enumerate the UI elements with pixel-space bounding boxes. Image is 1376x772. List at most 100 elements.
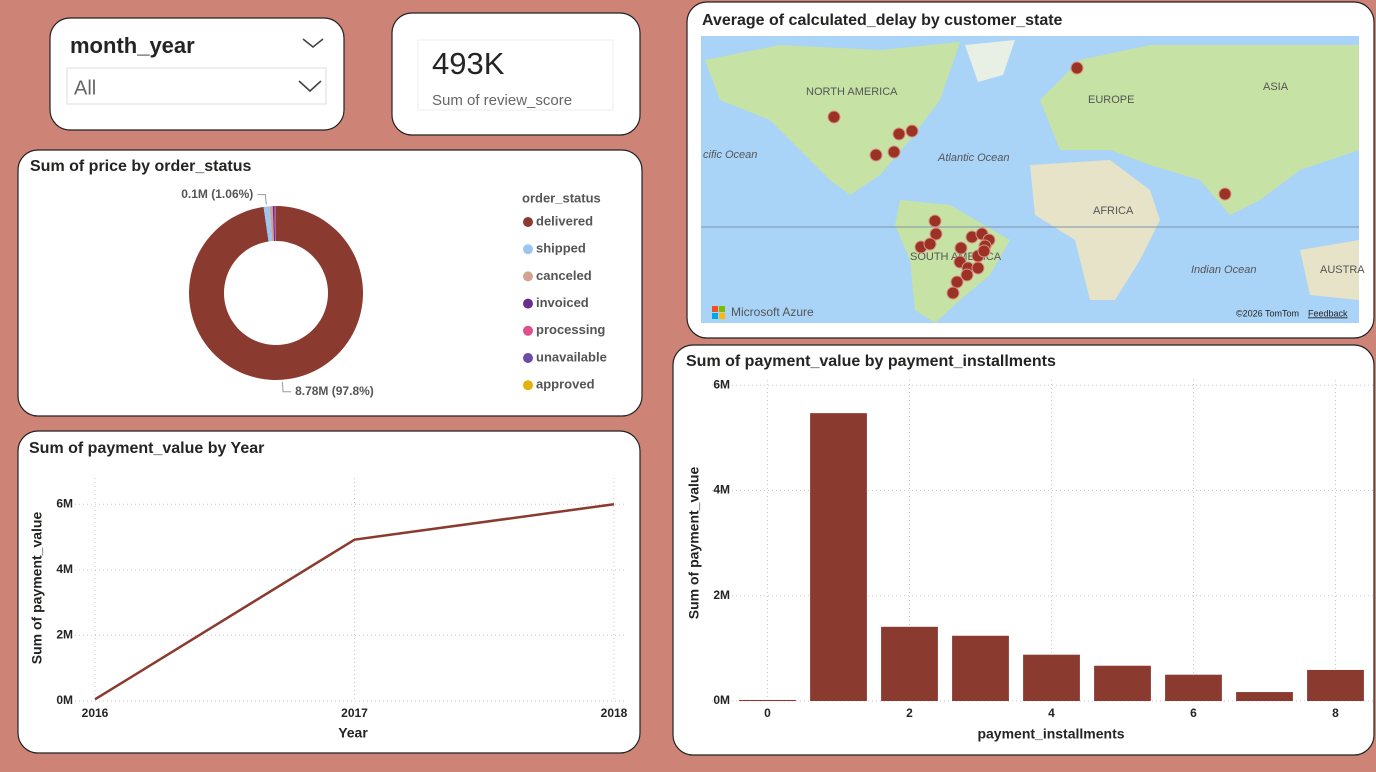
legend-marker: [523, 298, 533, 309]
map-point[interactable]: [960, 268, 974, 282]
bar[interactable]: [739, 699, 796, 701]
line-series: [94, 502, 615, 701]
x-axis-title: payment_installments: [977, 726, 1124, 742]
x-tick-label: 8: [1332, 706, 1339, 720]
x-tick-label: 2018: [601, 706, 628, 720]
bar[interactable]: [1023, 654, 1080, 701]
collapse-icon[interactable]: [302, 38, 324, 49]
map-point[interactable]: [905, 124, 919, 138]
donut-slice: [189, 206, 364, 380]
donut-slice: [263, 206, 273, 242]
map-point[interactable]: [827, 110, 841, 124]
map-point[interactable]: [1218, 187, 1232, 201]
map-point[interactable]: [887, 145, 901, 159]
x-tick-label: 0: [764, 706, 771, 720]
slicer-title: month_year: [70, 33, 195, 58]
kpi-box: [417, 39, 614, 111]
continent: [1030, 160, 1160, 300]
bar[interactable]: [810, 413, 867, 701]
data-label: 0.1M (1.06%): [181, 187, 253, 201]
y-tick-label: 4M: [713, 483, 730, 497]
continent: [1040, 45, 1359, 215]
map-label: AFRICA: [1093, 205, 1134, 217]
bar[interactable]: [1236, 692, 1293, 701]
chart-title: Sum of payment_value by payment_installm…: [686, 353, 1056, 370]
legend-label[interactable]: approved: [536, 377, 595, 392]
map-label: EUROPE: [1088, 94, 1134, 106]
map-point[interactable]: [923, 237, 937, 251]
bar[interactable]: [1094, 665, 1151, 701]
slicer-dropdown[interactable]: [66, 67, 327, 105]
kpi-value: 493K: [432, 46, 505, 81]
leader-line: [257, 194, 267, 205]
bar[interactable]: [952, 635, 1009, 701]
logo: [712, 313, 718, 319]
legend-marker: [523, 217, 533, 227]
bar[interactable]: [1165, 674, 1222, 701]
y-axis-title: Sum of payment_value: [686, 467, 702, 620]
continent: [1300, 240, 1359, 300]
legend-marker: [523, 380, 533, 391]
data-label: 8.78M (97.8%): [295, 384, 374, 398]
legend-marker: [523, 325, 533, 336]
y-tick-label: 2M: [56, 628, 73, 642]
x-tick-label: 6: [1190, 706, 1197, 720]
donut-slice: [275, 206, 276, 242]
y-tick-label: 2M: [713, 588, 730, 602]
legend-label[interactable]: shipped: [536, 241, 586, 256]
leader-line: [281, 381, 292, 393]
map-label: cific Ocean: [703, 149, 757, 161]
line-card: [17, 430, 641, 754]
map-point[interactable]: [946, 286, 960, 300]
logo: [719, 306, 725, 312]
map-point[interactable]: [892, 127, 906, 141]
bar[interactable]: [881, 626, 938, 701]
map-point[interactable]: [929, 227, 943, 241]
map-point[interactable]: [977, 244, 991, 258]
donut-slice: [269, 206, 275, 242]
x-tick-label: 2: [906, 706, 913, 720]
donut-slice: [274, 206, 276, 242]
map-point[interactable]: [928, 214, 942, 228]
feedback-link[interactable]: Feedback: [1308, 308, 1348, 318]
dropdown-icon[interactable]: [298, 80, 322, 93]
donut-slice: [272, 206, 276, 242]
y-tick-label: 6M: [713, 377, 730, 391]
legend-label[interactable]: canceled: [536, 268, 592, 283]
kpi-label: Sum of review_score: [432, 92, 572, 109]
legend-label[interactable]: unavailable: [536, 349, 607, 364]
chart-title: Sum of payment_value by Year: [29, 440, 264, 457]
legend-marker: [523, 271, 533, 282]
map-point[interactable]: [954, 241, 968, 255]
legend-label[interactable]: delivered: [536, 213, 593, 228]
y-tick-label: 0M: [56, 693, 73, 707]
brand: Microsoft Azure: [731, 305, 814, 319]
y-tick-label: 0M: [713, 693, 730, 707]
attribution: ©2026 TomTom: [1236, 308, 1299, 318]
map-label: Indian Ocean: [1191, 264, 1256, 276]
map-point[interactable]: [950, 275, 964, 289]
map[interactable]: NORTH AMERICA EUROPE ASIA cific Ocean At…: [701, 36, 1365, 323]
legend-label[interactable]: processing: [536, 322, 605, 337]
continent: [965, 40, 1015, 82]
chart-title: Sum of price by order_status: [30, 158, 251, 175]
map-point[interactable]: [1070, 61, 1084, 75]
map-point[interactable]: [971, 261, 985, 275]
map-point[interactable]: [869, 148, 883, 162]
x-tick-label: 2016: [82, 706, 109, 720]
y-tick-label: 6M: [56, 496, 73, 510]
y-tick-label: 4M: [56, 562, 73, 576]
legend-label[interactable]: invoiced: [536, 295, 589, 310]
legend-marker: [523, 244, 533, 255]
legend-marker: [523, 353, 533, 363]
legend-title: order_status: [522, 190, 601, 205]
map-label: Atlantic Ocean: [937, 152, 1010, 164]
x-tick-label: 2017: [341, 706, 368, 720]
map-label: ASIA: [1263, 81, 1289, 93]
slicer-value: All: [74, 77, 96, 99]
map-label: AUSTRA: [1320, 264, 1365, 276]
map-title: Average of calculated_delay by customer_…: [702, 12, 1063, 29]
bar[interactable]: [1307, 669, 1364, 701]
